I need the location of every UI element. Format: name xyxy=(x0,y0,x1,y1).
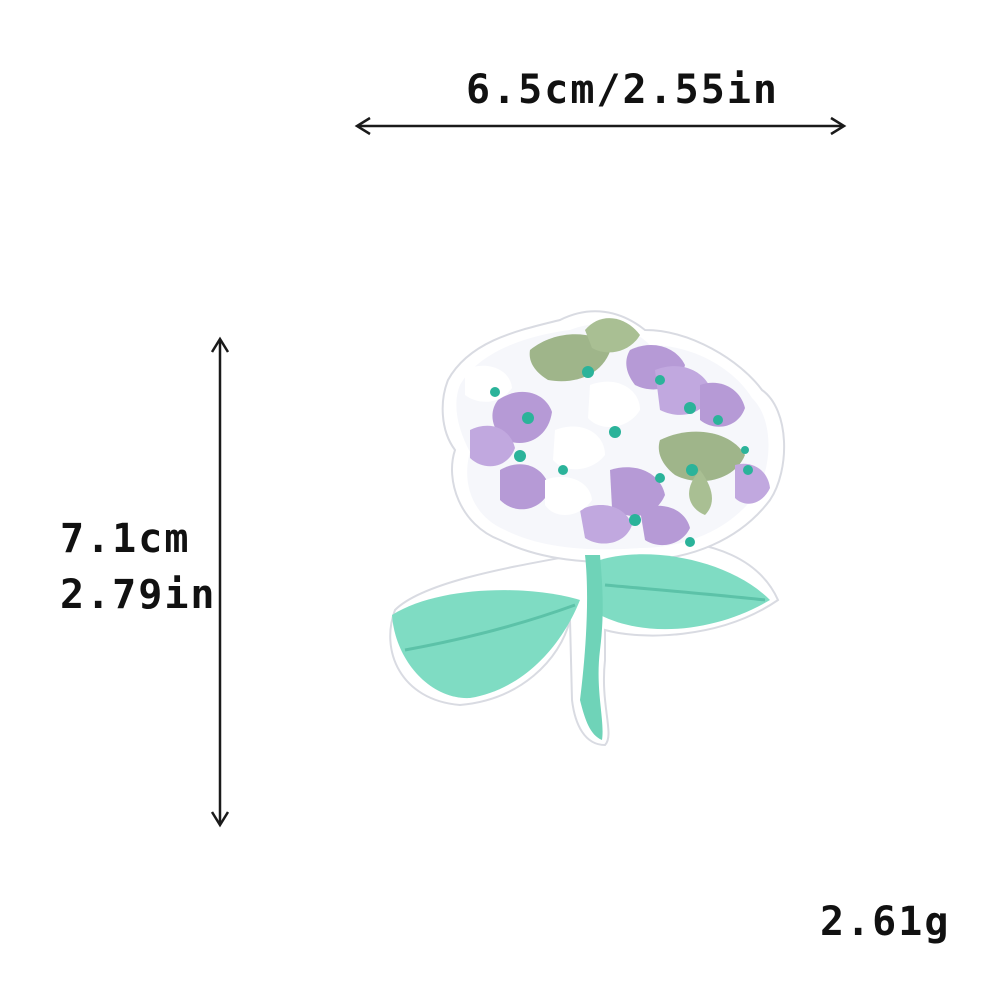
height-in-label: 2.79in xyxy=(60,572,217,618)
hydrangea-patch-illustration xyxy=(389,310,786,747)
weight-label: 2.61g xyxy=(820,899,951,945)
width-dimension-label: 6.5cm/2.55in xyxy=(466,67,779,113)
width-arrow xyxy=(354,116,847,136)
height-cm-label: 7.1cm xyxy=(60,516,191,562)
height-arrow xyxy=(210,336,230,828)
